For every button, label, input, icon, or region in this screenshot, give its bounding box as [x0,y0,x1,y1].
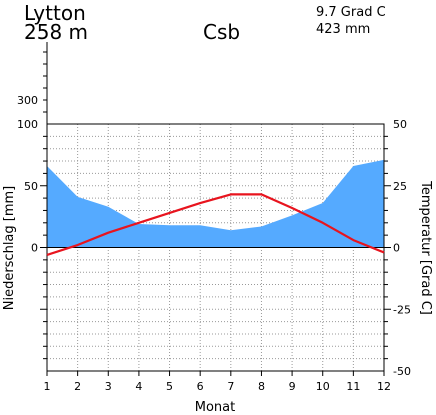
right-tick-label: -25 [393,303,411,316]
x-tick-label: 5 [166,380,173,393]
left-tick-label: 50 [24,180,38,193]
left-tick-label: 0 [31,242,38,255]
station-elevation: 258 m [24,20,89,44]
station-name: Lytton [24,1,86,25]
koppen-class: Csb [203,20,241,44]
right-tick-label: 50 [393,118,407,131]
x-tick-label: 1 [44,380,51,393]
x-tick-label: 3 [105,380,112,393]
axes [40,42,391,376]
x-tick-label: 10 [316,380,330,393]
left-ext-tick-label: 300 [17,94,38,107]
x-axis-label: Monat [195,400,235,415]
right-tick-label: 0 [393,242,400,255]
mean-temperature: 9.7 Grad C [316,5,386,20]
x-tick-label: 9 [289,380,296,393]
x-tick-label: 7 [227,380,234,393]
x-tick-label: 11 [346,380,360,393]
x-tick-label: 6 [197,380,204,393]
x-tick-label: 8 [258,380,265,393]
temp-line [46,193,385,256]
left-tick-label: 100 [17,118,38,131]
x-tick-label: 4 [135,380,142,393]
temp-line-group [46,193,385,256]
x-tick-label: 12 [377,380,391,393]
right-tick-label: -50 [393,365,411,378]
y-axis-label-left: Niederschlag [mm] [2,186,17,311]
right-tick-label: 25 [393,180,407,193]
annual-precipitation: 423 mm [316,22,371,37]
x-tick-label: 2 [74,380,81,393]
y-axis-label-right: Temperatur [Grad C] [418,180,433,315]
